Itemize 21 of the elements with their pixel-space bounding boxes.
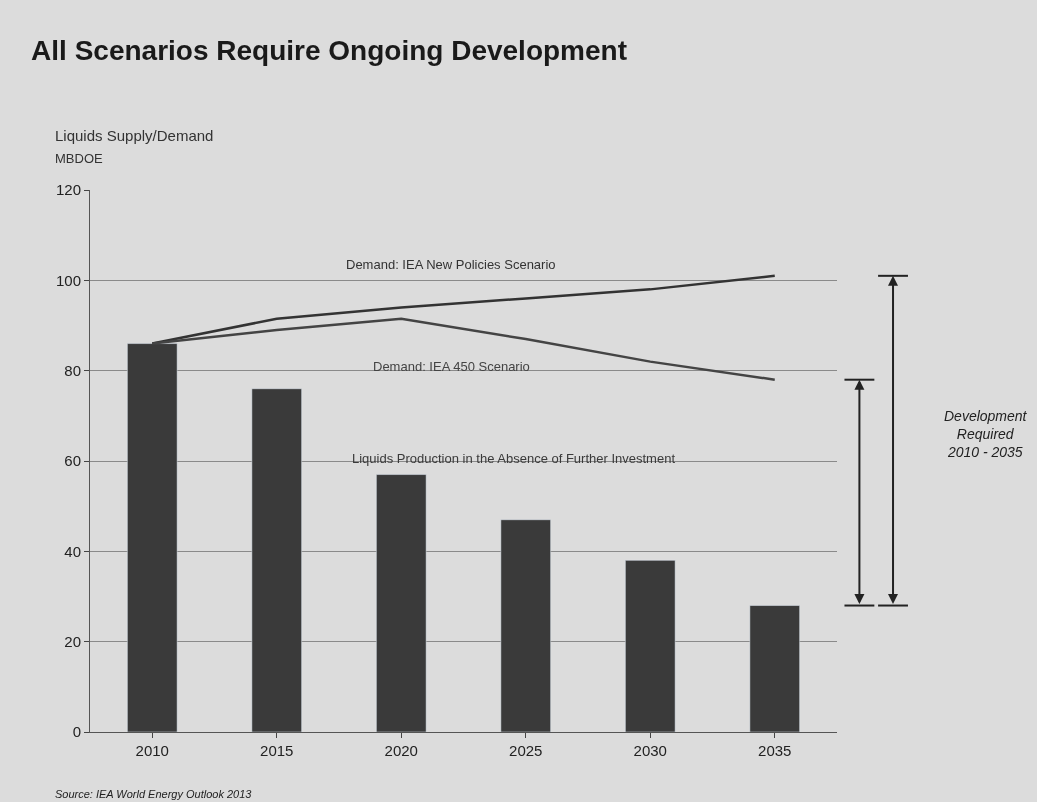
- y-tick-label: 100: [55, 271, 81, 289]
- y-axis-title: MBDOE: [55, 151, 103, 166]
- y-tick-label: 40: [64, 542, 81, 560]
- source-note: Source: IEA World Energy Outlook 2013: [55, 788, 253, 800]
- series-label: Liquids Production in the Absence of Further Investment: [352, 451, 676, 466]
- y-tick-label: 60: [64, 452, 81, 470]
- text: Development Required 2010 - 2035: [944, 408, 1028, 461]
- x-tick-label: 2025: [509, 742, 543, 759]
- x-tick-label: 2010: [135, 742, 169, 759]
- chart-title: All Scenarios Require Ongoing Development: [31, 34, 627, 66]
- y-tick-label: 80: [64, 361, 81, 379]
- y-tick-label: 120: [55, 181, 81, 199]
- x-tick-label: 2030: [633, 742, 667, 759]
- series-label: Demand: IEA New Policies Scenario: [346, 257, 556, 272]
- x-tick-label: 2020: [384, 742, 418, 759]
- x-tick-label: 2015: [260, 742, 294, 759]
- chart-subtitle: Liquids Supply/Demand: [55, 127, 214, 144]
- series-label: Demand: IEA 450 Scenario: [373, 359, 530, 374]
- y-tick-label: 0: [72, 723, 81, 741]
- x-tick-label: 2035: [758, 742, 792, 759]
- y-tick-label: 20: [64, 632, 81, 650]
